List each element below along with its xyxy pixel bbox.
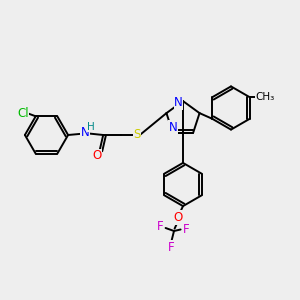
Text: F: F [157,220,164,233]
Text: S: S [133,128,140,142]
Text: N: N [174,96,183,109]
Text: F: F [168,241,175,254]
Text: O: O [93,149,102,163]
Text: CH₃: CH₃ [255,92,274,102]
Text: N: N [168,121,177,134]
Text: N: N [81,126,90,140]
Text: F: F [183,223,190,236]
Text: H: H [87,122,95,132]
Text: O: O [173,211,182,224]
Text: Cl: Cl [17,107,28,120]
